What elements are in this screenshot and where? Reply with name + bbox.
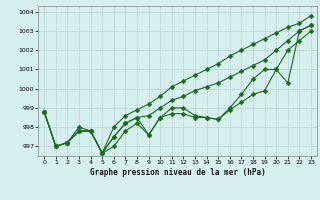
X-axis label: Graphe pression niveau de la mer (hPa): Graphe pression niveau de la mer (hPa) <box>90 168 266 177</box>
